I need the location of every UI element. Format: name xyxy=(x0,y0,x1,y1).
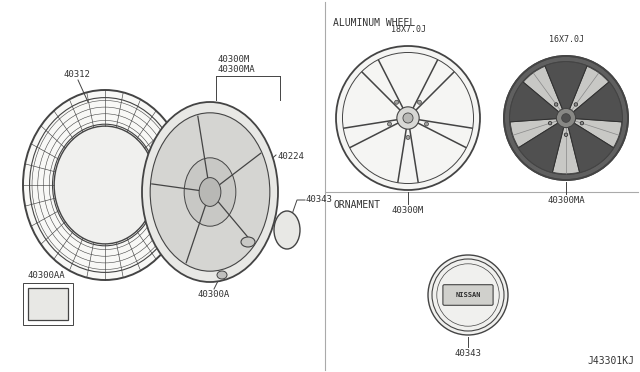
Circle shape xyxy=(336,46,480,190)
Circle shape xyxy=(554,103,558,106)
Circle shape xyxy=(548,121,552,125)
Text: 18X7.0J: 18X7.0J xyxy=(390,25,426,34)
Wedge shape xyxy=(510,119,559,148)
Ellipse shape xyxy=(54,126,156,244)
Circle shape xyxy=(556,108,575,128)
Circle shape xyxy=(428,255,508,335)
Circle shape xyxy=(574,103,577,106)
Wedge shape xyxy=(573,119,621,148)
Circle shape xyxy=(397,107,419,129)
Text: ALUMINUM WHEEL: ALUMINUM WHEEL xyxy=(333,18,415,28)
Text: 40343: 40343 xyxy=(454,349,481,358)
Text: 40300AA: 40300AA xyxy=(28,271,66,280)
Bar xyxy=(23,283,73,325)
Ellipse shape xyxy=(142,102,278,282)
Ellipse shape xyxy=(23,90,187,280)
Ellipse shape xyxy=(217,271,227,279)
Text: 40300M: 40300M xyxy=(218,55,250,64)
Text: ORNAMENT: ORNAMENT xyxy=(333,200,380,209)
Wedge shape xyxy=(552,126,579,174)
Text: NISSAN: NISSAN xyxy=(455,292,481,298)
Circle shape xyxy=(417,100,422,104)
Circle shape xyxy=(424,122,429,126)
Wedge shape xyxy=(569,66,609,112)
Ellipse shape xyxy=(150,113,270,271)
Text: 40343: 40343 xyxy=(306,195,333,204)
Wedge shape xyxy=(524,66,563,112)
Circle shape xyxy=(580,121,584,125)
Ellipse shape xyxy=(274,211,300,249)
Ellipse shape xyxy=(199,177,221,206)
Circle shape xyxy=(564,133,568,137)
Text: 40300MA: 40300MA xyxy=(547,196,585,205)
Circle shape xyxy=(509,62,623,174)
Text: 40300A: 40300A xyxy=(198,290,230,299)
Text: 40300M: 40300M xyxy=(392,206,424,215)
Circle shape xyxy=(504,56,628,180)
Text: J43301KJ: J43301KJ xyxy=(587,356,634,366)
Ellipse shape xyxy=(184,158,236,226)
Ellipse shape xyxy=(241,237,255,247)
Text: 16X7.0J: 16X7.0J xyxy=(548,35,584,44)
Circle shape xyxy=(562,114,570,122)
Circle shape xyxy=(406,135,410,140)
Circle shape xyxy=(403,113,413,123)
Text: 40312: 40312 xyxy=(63,70,90,79)
Bar xyxy=(28,288,68,320)
Text: 40224: 40224 xyxy=(278,152,305,161)
Text: 40300MA: 40300MA xyxy=(218,65,255,74)
Circle shape xyxy=(394,100,399,104)
Circle shape xyxy=(387,122,392,126)
FancyBboxPatch shape xyxy=(443,285,493,305)
